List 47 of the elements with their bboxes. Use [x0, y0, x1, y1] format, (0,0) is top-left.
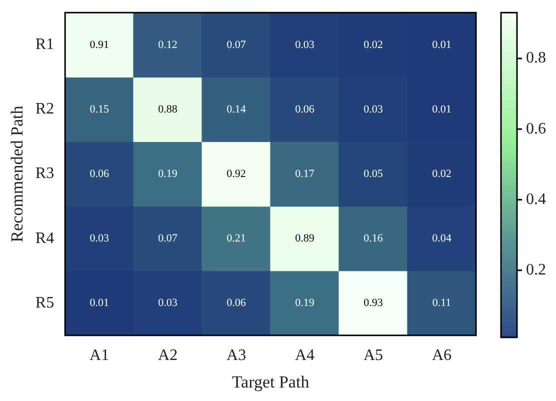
data-label: 0.05 [364, 168, 384, 180]
x-axis-title: Target Path [232, 372, 310, 392]
color-bar-label: 0.6 [526, 120, 546, 138]
data-label: 0.02 [364, 38, 383, 51]
data-label: 0.11 [432, 297, 452, 310]
x-tick-label: A5 [363, 347, 384, 364]
x-tick-label: A3 [226, 347, 246, 364]
data-label: 0.93 [364, 297, 384, 310]
color-bar-label: 0.8 [526, 50, 546, 67]
data-label: 0.01 [432, 38, 452, 51]
data-label: 0.92 [226, 168, 246, 180]
y-tick-label: R1 [35, 36, 54, 54]
data-label: 0.03 [295, 38, 315, 51]
data-label: 0.06 [90, 168, 110, 180]
data-label: 0.07 [158, 232, 178, 244]
data-label: 0.21 [226, 232, 246, 244]
data-label: 0.07 [226, 38, 246, 51]
data-label: 0.89 [295, 232, 315, 244]
x-tick-label: A6 [432, 347, 452, 364]
data-label: 0.03 [364, 103, 384, 116]
x-tick-label: A1 [90, 347, 110, 364]
data-label: 0.06 [226, 297, 246, 310]
data-label: 0.88 [158, 103, 178, 116]
color-bar-label: 0.4 [526, 190, 546, 208]
data-label: 0.19 [295, 297, 315, 310]
data-label: 0.03 [90, 232, 110, 244]
data-label: 0.01 [432, 103, 452, 116]
data-label: 0.14 [226, 103, 246, 116]
x-tick-label: A4 [295, 347, 315, 364]
y-tick-label: R5 [35, 294, 54, 312]
y-axis-title: Recommended Path [8, 105, 27, 242]
data-label: 0.91 [90, 38, 109, 51]
data-label: 0.19 [158, 168, 178, 180]
data-label: 0.02 [432, 168, 452, 180]
y-tick-label: R2 [35, 100, 54, 118]
color-bar-label: 0.2 [526, 262, 546, 279]
data-label: 0.06 [295, 103, 315, 116]
y-tick-label: R3 [35, 165, 54, 182]
data-label: 0.01 [90, 297, 109, 310]
data-label: 0.03 [158, 297, 178, 310]
x-tick-label: A2 [158, 347, 178, 364]
data-label: 0.04 [432, 232, 452, 244]
data-label: 0.16 [364, 232, 384, 244]
y-tick-label: R4 [35, 230, 54, 247]
data-label: 0.17 [295, 168, 315, 180]
data-label: 0.15 [90, 103, 110, 116]
data-label: 0.12 [158, 38, 178, 51]
